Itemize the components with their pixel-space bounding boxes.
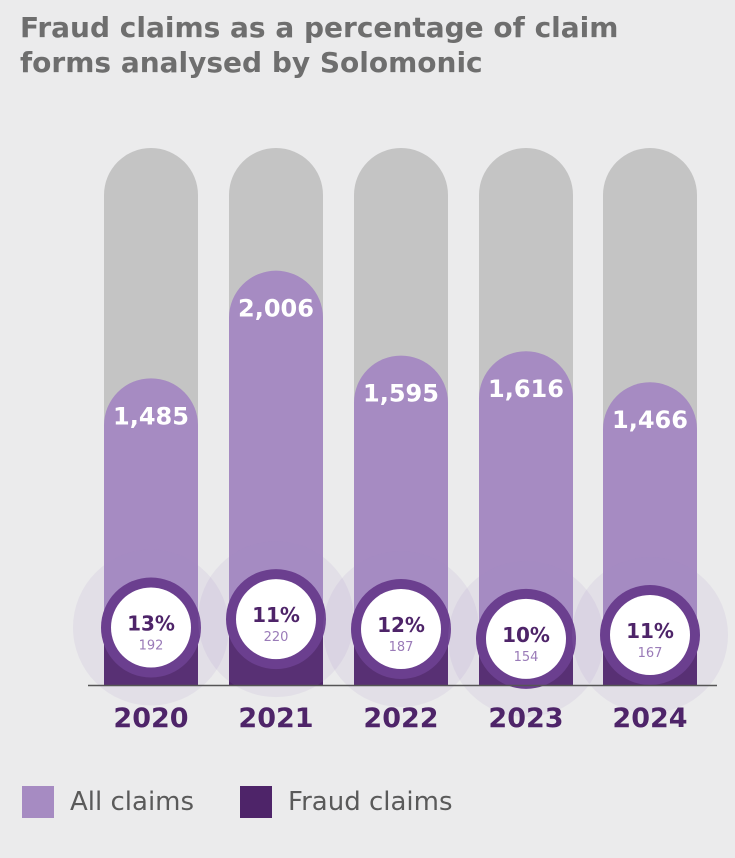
chart-title: Fraud claims as a percentage of claim fo… (20, 10, 720, 80)
all-claims-value-label-2023: 1,616 (488, 375, 564, 403)
fraud-ring-center-2021 (236, 579, 316, 660)
x-tick-label-2021: 2021 (238, 703, 313, 734)
fraud-percent-label-2022: 12% (377, 613, 425, 637)
legend-swatch-all-claims (22, 786, 54, 818)
fraud-count-label-2021: 220 (264, 630, 289, 645)
fraud-count-label-2024: 167 (638, 646, 663, 661)
x-tick-label-2023: 2023 (488, 703, 563, 734)
all-claims-value-label-2022: 1,595 (363, 380, 439, 408)
legend-item-fraud-claims: Fraud claims (240, 786, 453, 818)
fraud-ring-center-2023 (486, 598, 566, 679)
chart-title-line-2: forms analysed by Solomonic (20, 46, 483, 79)
x-tick-label-2024: 2024 (612, 703, 687, 734)
legend-item-all-claims: All claims (22, 786, 194, 818)
fraud-ring-center-2020 (111, 587, 191, 668)
fraud-percent-label-2023: 10% (502, 623, 550, 647)
fraud-count-label-2023: 154 (514, 650, 539, 665)
fraud-ring-center-2022 (361, 588, 441, 669)
all-claims-value-label-2024: 1,466 (612, 406, 688, 434)
fraud-count-label-2022: 187 (389, 640, 414, 655)
legend-swatch-fraud-claims (240, 786, 273, 818)
x-tick-label-2020: 2020 (113, 703, 188, 734)
fraud-count-label-2020: 192 (139, 638, 164, 653)
all-claims-value-label-2020: 1,485 (113, 402, 189, 430)
chart-title-line-1: Fraud claims as a percentage of claim (20, 11, 619, 44)
fraud-ring-center-2024 (610, 594, 690, 675)
legend-label-fraud-claims: Fraud claims (288, 787, 453, 817)
legend: All claims Fraud claims (22, 786, 499, 818)
fraud-percent-label-2020: 13% (127, 611, 175, 635)
legend-label-all-claims: All claims (70, 787, 195, 817)
fraud-percent-label-2021: 11% (252, 603, 300, 627)
x-tick-label-2022: 2022 (363, 703, 438, 734)
all-claims-value-label-2021: 2,006 (238, 295, 314, 323)
fraud-percent-label-2024: 11% (626, 619, 674, 643)
